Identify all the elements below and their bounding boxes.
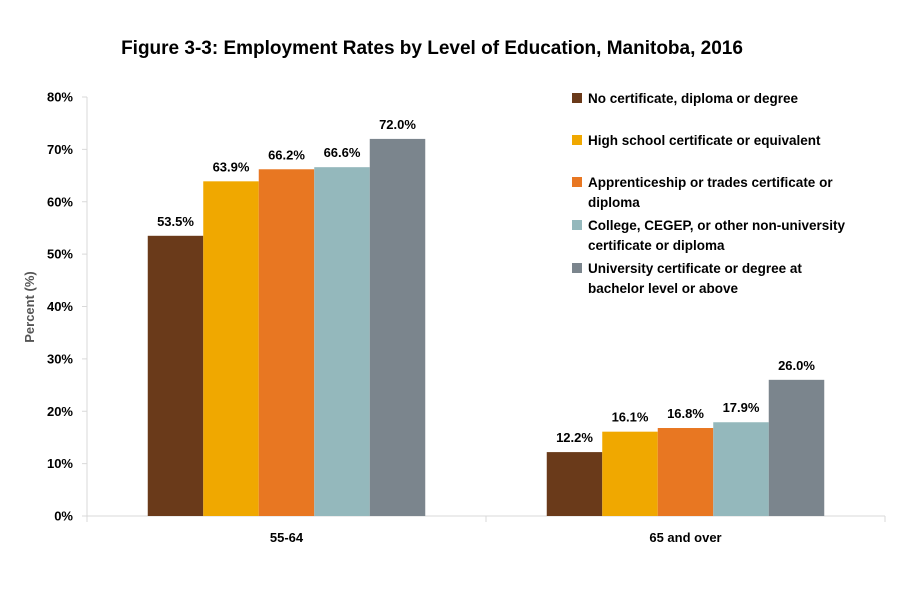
legend: No certificate, diploma or degree High sc… <box>572 91 846 296</box>
data-label: 26.0% <box>778 358 815 373</box>
data-label: 66.2% <box>268 147 305 162</box>
data-label: 16.8% <box>667 406 704 421</box>
y-tick-label: 80% <box>47 90 73 105</box>
legend-label: No certificate, diploma or degree <box>588 91 799 106</box>
data-label: 72.0% <box>379 117 416 132</box>
y-tick-label: 60% <box>47 194 73 209</box>
bar <box>546 452 603 516</box>
data-label: 63.9% <box>213 159 250 174</box>
bars <box>147 138 825 517</box>
chart-title: Figure 3-3: Employment Rates by Level of… <box>121 38 743 59</box>
legend-label: High school certificate or equivalent <box>588 133 821 148</box>
legend-label: diploma <box>588 195 640 210</box>
y-tick-label: 30% <box>47 351 73 366</box>
bar <box>203 181 259 517</box>
data-label: 16.1% <box>612 410 649 425</box>
axes: 0% 10% 20% 30% 40% 50% 60% 70% 80% 55-64 65 and ov… <box>47 90 886 545</box>
legend-label: University certificate or degree at <box>588 261 802 276</box>
legend-swatch <box>572 177 582 187</box>
bar <box>147 235 204 516</box>
y-axis-label: Percent (%) <box>22 271 37 343</box>
legend-label: certificate or diploma <box>588 238 725 253</box>
y-tick-label: 50% <box>47 247 73 262</box>
y-tick-label: 10% <box>47 456 73 471</box>
x-category-label: 55-64 <box>270 530 304 545</box>
y-tick-label: 40% <box>47 299 73 314</box>
data-label: 12.2% <box>556 430 593 445</box>
data-label: 53.5% <box>157 214 194 229</box>
data-label: 17.9% <box>723 400 760 415</box>
legend-swatch <box>572 263 582 273</box>
legend-swatch <box>572 93 582 103</box>
legend-label: College, CEGEP, or other non-university <box>588 218 846 233</box>
y-tick-label: 0% <box>54 509 73 524</box>
bar <box>713 422 769 516</box>
legend-label: Apprenticeship or trades certificate or <box>588 175 833 190</box>
bar <box>369 138 426 516</box>
legend-swatch <box>572 220 582 230</box>
bar <box>768 379 825 516</box>
bar <box>657 428 714 516</box>
bar <box>602 431 658 516</box>
x-category-label: 65 and over <box>649 530 721 545</box>
bar <box>258 169 315 516</box>
legend-swatch <box>572 135 582 145</box>
y-tick-label: 20% <box>47 404 73 419</box>
bar <box>314 167 370 516</box>
legend-label: bachelor level or above <box>588 281 739 296</box>
data-label: 66.6% <box>324 145 361 160</box>
y-tick-label: 70% <box>47 142 73 157</box>
data-labels: 53.5% 63.9% 66.2% 66.6% 72.0% 12.2% 16.1% 16.8%… <box>157 117 815 445</box>
